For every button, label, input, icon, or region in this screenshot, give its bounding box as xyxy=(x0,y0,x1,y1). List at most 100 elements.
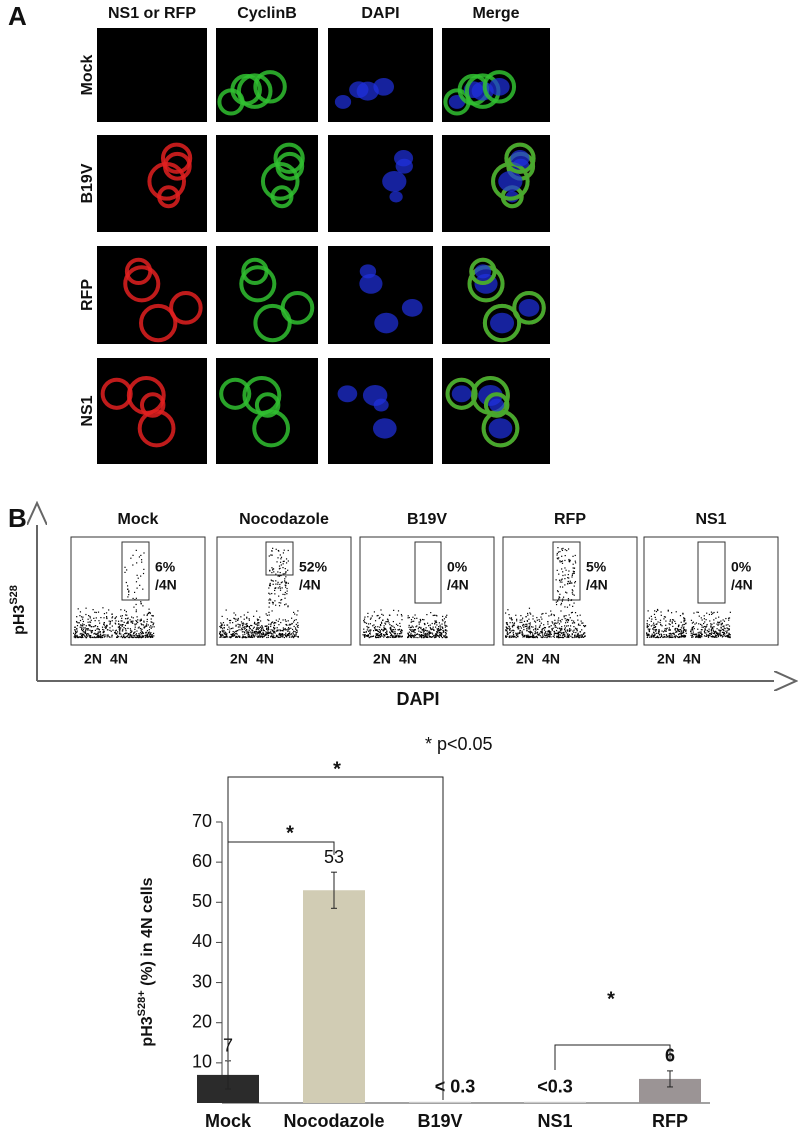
event-dot xyxy=(652,628,654,630)
event-dot xyxy=(401,619,403,621)
nucleus xyxy=(489,77,510,96)
event-dot xyxy=(106,636,108,638)
event-dot xyxy=(527,614,529,616)
event-dot xyxy=(274,589,276,592)
event-dot xyxy=(247,631,249,633)
event-dot xyxy=(79,615,81,617)
event-dot xyxy=(414,632,416,634)
event-dot xyxy=(147,624,149,626)
y-tick-label: 40 xyxy=(192,931,212,951)
event-dot xyxy=(135,619,137,622)
event-dot xyxy=(140,636,142,638)
event-dot xyxy=(654,626,656,629)
event-dot xyxy=(698,633,700,635)
event-dot xyxy=(567,600,569,602)
event-dot xyxy=(374,620,377,622)
event-dot xyxy=(408,631,410,633)
event-dot xyxy=(532,615,534,617)
event-dot xyxy=(672,636,674,638)
event-dot xyxy=(719,632,721,634)
event-dot xyxy=(228,626,230,628)
event-dot xyxy=(393,626,395,629)
event-dot xyxy=(151,614,153,617)
event-dot xyxy=(557,558,559,560)
event-dot xyxy=(78,622,80,624)
event-dot xyxy=(570,582,572,584)
nucleus xyxy=(359,264,377,279)
event-dot xyxy=(564,567,566,569)
event-dot xyxy=(522,617,524,619)
event-dot xyxy=(229,636,231,638)
event-dot xyxy=(510,617,513,619)
event-dot xyxy=(240,616,242,618)
event-dot xyxy=(367,627,369,629)
event-dot xyxy=(278,565,281,567)
event-dot xyxy=(226,635,228,637)
y-tick-label: 60 xyxy=(192,851,212,871)
event-dot xyxy=(559,561,561,563)
event-dot xyxy=(270,632,272,634)
event-dot xyxy=(151,634,154,636)
event-dot xyxy=(410,634,412,637)
event-dot xyxy=(363,618,366,620)
event-dot xyxy=(227,628,229,631)
event-dot xyxy=(669,635,671,637)
event-dot xyxy=(441,623,443,625)
event-dot xyxy=(657,636,659,639)
event-dot xyxy=(88,614,90,617)
event-dot xyxy=(96,628,98,630)
event-dot xyxy=(409,636,412,638)
event-dot xyxy=(556,552,558,555)
event-dot xyxy=(584,635,586,637)
event-dot xyxy=(74,636,76,639)
event-dot xyxy=(717,634,719,637)
event-dot xyxy=(414,634,416,637)
event-dot xyxy=(429,624,431,626)
event-dot xyxy=(385,632,388,635)
event-dot xyxy=(365,622,368,624)
event-dot xyxy=(442,629,444,632)
event-dot xyxy=(266,627,268,630)
event-dot xyxy=(665,624,667,626)
event-dot xyxy=(680,634,682,636)
event-dot xyxy=(387,636,389,639)
event-dot xyxy=(261,636,263,638)
event-dot xyxy=(259,630,261,632)
event-dot xyxy=(376,615,378,617)
event-dot xyxy=(701,624,703,626)
event-dot xyxy=(104,627,107,629)
event-dot xyxy=(668,633,670,635)
event-dot xyxy=(580,620,582,622)
event-dot xyxy=(116,636,118,639)
event-dot xyxy=(251,636,253,639)
event-dot xyxy=(75,636,77,638)
event-dot xyxy=(583,632,585,634)
event-dot xyxy=(695,636,697,638)
event-dot xyxy=(673,633,675,635)
event-dot xyxy=(658,629,660,631)
event-dot xyxy=(135,634,137,636)
event-dot xyxy=(366,625,368,628)
micrograph xyxy=(97,28,207,122)
event-dot xyxy=(291,635,294,637)
nucleus xyxy=(394,150,414,167)
event-dot xyxy=(103,617,105,619)
event-dot xyxy=(541,618,543,620)
event-dot xyxy=(228,619,231,622)
event-dot xyxy=(671,621,673,623)
event-dot xyxy=(237,623,239,625)
event-dot xyxy=(248,629,250,631)
event-dot xyxy=(362,634,364,636)
cell xyxy=(482,303,522,343)
event-dot xyxy=(576,635,579,637)
event-dot xyxy=(567,621,569,623)
event-dot xyxy=(116,632,118,635)
event-dot xyxy=(693,634,695,636)
cell xyxy=(252,409,291,448)
event-dot xyxy=(415,633,417,636)
event-dot xyxy=(117,623,120,625)
y-tick-label: 70 xyxy=(192,811,212,831)
event-dot xyxy=(553,614,555,617)
event-dot xyxy=(387,620,389,622)
event-dot xyxy=(246,628,248,631)
